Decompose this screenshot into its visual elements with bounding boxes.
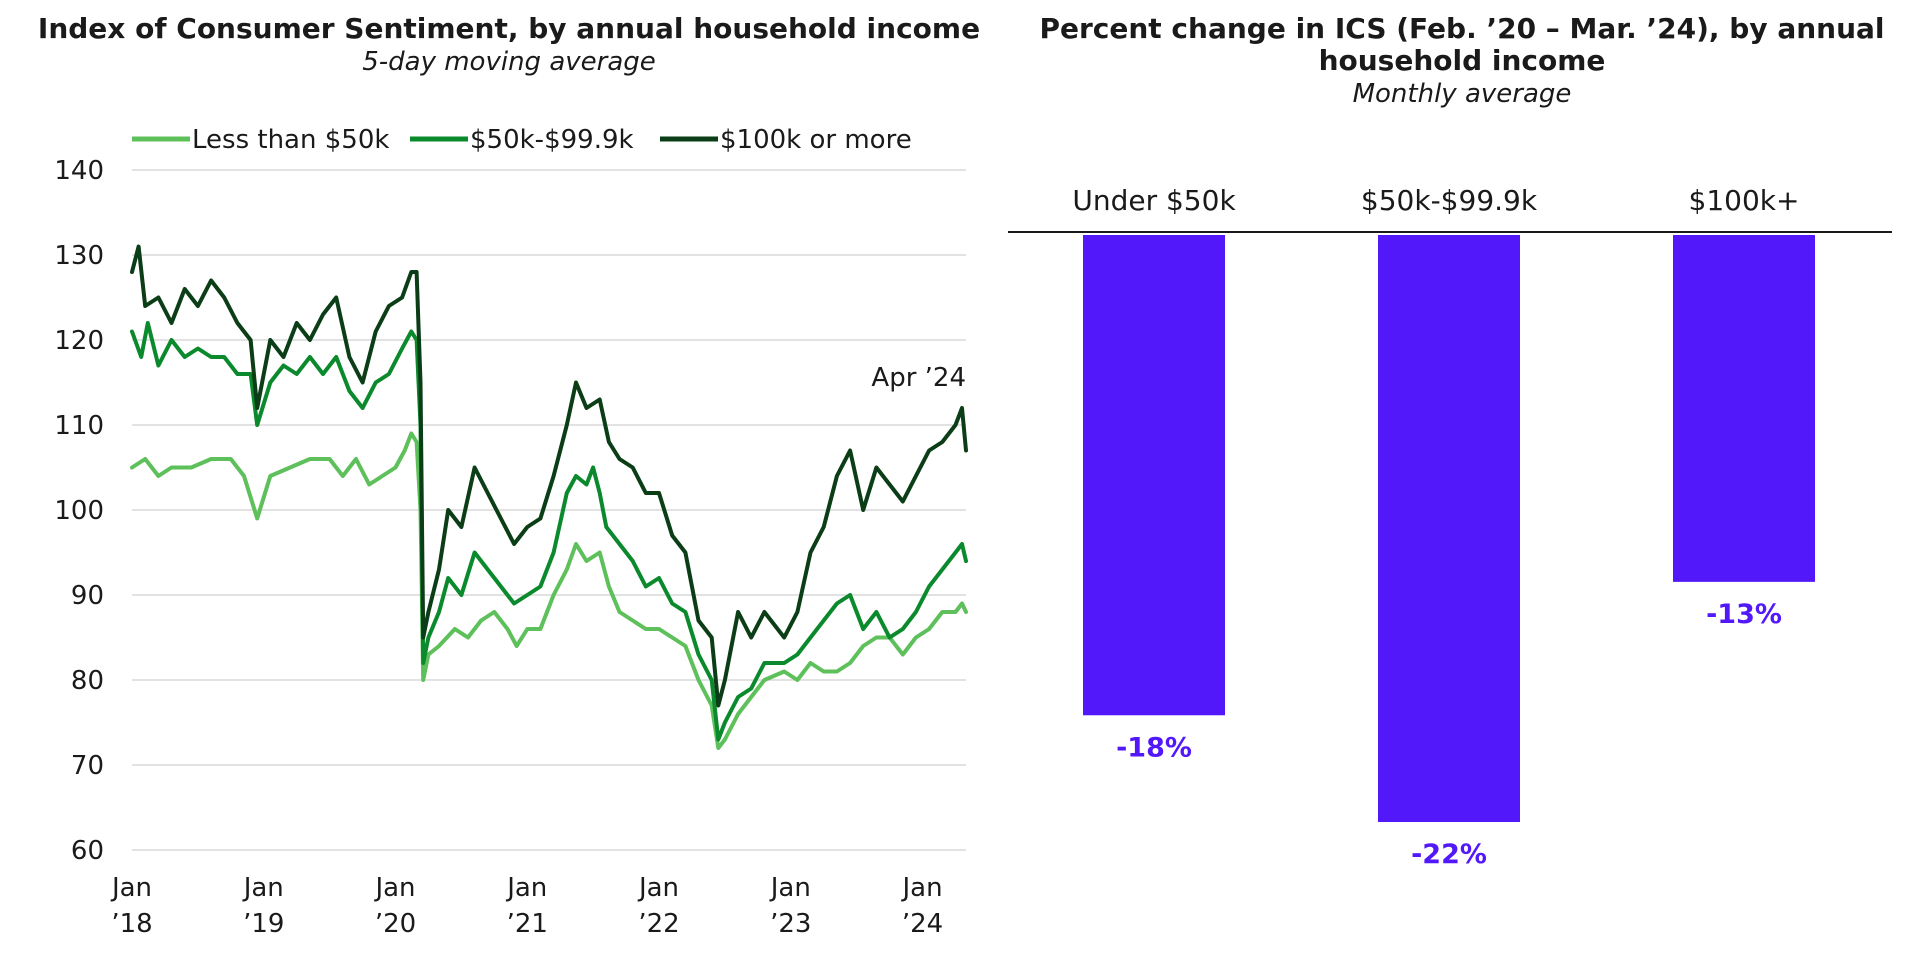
x-tick-label: ’21: [507, 909, 548, 939]
bar-1: [1083, 235, 1225, 716]
bar-chart-title-line-2: household income: [1319, 44, 1606, 77]
legend-label-1: Less than $50k: [192, 125, 389, 155]
line-chart-x-ticks: Jan ’18 Jan ’19 Jan ’20 Jan ’21 Jan ’22 Jan ’23 Jan ’…: [110, 873, 943, 939]
y-tick-label: 110: [54, 411, 104, 441]
bar-category-label: $100k+: [1689, 184, 1800, 217]
bar-category-label: Under $50k: [1072, 184, 1236, 217]
x-tick-label: Jan: [637, 873, 679, 903]
series-line-1: [130, 431, 968, 750]
x-tick-label: Jan: [110, 873, 152, 903]
line-chart-grid: [132, 169, 966, 851]
x-tick-label: Jan: [769, 873, 811, 903]
bar-3: [1673, 235, 1815, 582]
line-chart-title: Index of Consumer Sentiment, by annual h…: [38, 12, 980, 45]
bar-category-label: $50k-$99.9k: [1361, 184, 1538, 217]
bar-chart: Percent change in ICS (Feb. ’20 – Mar. ’…: [1008, 12, 1892, 870]
line-chart: Index of Consumer Sentiment, by annual h…: [38, 12, 980, 939]
y-tick-label: 60: [71, 836, 104, 866]
y-tick-label: 140: [54, 156, 104, 186]
x-tick-label: ’20: [375, 909, 416, 939]
bar-2: [1378, 235, 1520, 822]
line-chart-annotation: Apr ’24: [871, 363, 966, 393]
y-tick-label: 80: [71, 666, 104, 696]
y-tick-label: 100: [54, 496, 104, 526]
y-tick-label: 120: [54, 326, 104, 356]
bar-value-label: -18%: [1116, 732, 1192, 763]
line-chart-series: [130, 244, 968, 750]
x-tick-label: ’22: [638, 909, 679, 939]
y-tick-label: 90: [71, 581, 104, 611]
bar-chart-title-line-1: Percent change in ICS (Feb. ’20 – Mar. ’…: [1039, 12, 1884, 45]
series-line-3: [130, 244, 968, 708]
bar-chart-bars: Under $50k -18% $50k-$99.9k -22% $100k+ -13%: [1072, 184, 1815, 870]
x-tick-label: Jan: [505, 873, 547, 903]
x-tick-label: Jan: [242, 873, 284, 903]
x-tick-label: ’24: [902, 909, 943, 939]
line-chart-legend: Less than $50k $50k-$99.9k $100k or more: [132, 125, 912, 155]
y-tick-label: 70: [71, 751, 104, 781]
x-tick-label: ’19: [243, 909, 284, 939]
line-chart-subtitle: 5-day moving average: [362, 47, 656, 77]
legend-label-3: $100k or more: [720, 125, 912, 155]
bar-chart-subtitle: Monthly average: [1353, 79, 1572, 109]
series-line-2: [130, 321, 968, 742]
x-tick-label: ’18: [111, 909, 152, 939]
bar-value-label: -22%: [1411, 839, 1487, 870]
legend-label-2: $50k-$99.9k: [470, 125, 634, 155]
y-tick-label: 130: [54, 241, 104, 271]
x-tick-label: Jan: [900, 873, 942, 903]
x-tick-label: Jan: [373, 873, 415, 903]
line-chart-y-ticks: 60 70 80 90 100 110 120 130 140: [54, 156, 104, 866]
bar-value-label: -13%: [1706, 599, 1782, 630]
x-tick-label: ’23: [770, 909, 811, 939]
